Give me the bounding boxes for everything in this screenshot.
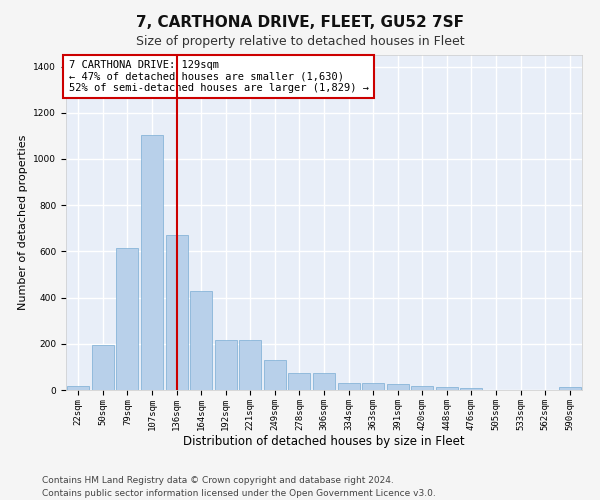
Bar — [313, 374, 335, 390]
Bar — [411, 386, 433, 390]
Bar — [190, 290, 212, 390]
Y-axis label: Number of detached properties: Number of detached properties — [18, 135, 28, 310]
Bar — [559, 387, 581, 390]
Bar — [436, 386, 458, 390]
X-axis label: Distribution of detached houses by size in Fleet: Distribution of detached houses by size … — [183, 436, 465, 448]
Bar — [239, 340, 262, 390]
Bar — [362, 383, 384, 390]
Bar — [386, 384, 409, 390]
Bar — [67, 386, 89, 390]
Text: 7, CARTHONA DRIVE, FLEET, GU52 7SF: 7, CARTHONA DRIVE, FLEET, GU52 7SF — [136, 15, 464, 30]
Bar — [141, 134, 163, 390]
Text: Contains HM Land Registry data © Crown copyright and database right 2024.
Contai: Contains HM Land Registry data © Crown c… — [42, 476, 436, 498]
Bar — [289, 374, 310, 390]
Bar — [264, 360, 286, 390]
Text: 7 CARTHONA DRIVE: 129sqm
← 47% of detached houses are smaller (1,630)
52% of sem: 7 CARTHONA DRIVE: 129sqm ← 47% of detach… — [68, 60, 368, 93]
Bar — [92, 344, 114, 390]
Bar — [460, 388, 482, 390]
Bar — [116, 248, 139, 390]
Bar — [166, 235, 188, 390]
Text: Size of property relative to detached houses in Fleet: Size of property relative to detached ho… — [136, 35, 464, 48]
Bar — [338, 382, 359, 390]
Bar — [215, 340, 237, 390]
